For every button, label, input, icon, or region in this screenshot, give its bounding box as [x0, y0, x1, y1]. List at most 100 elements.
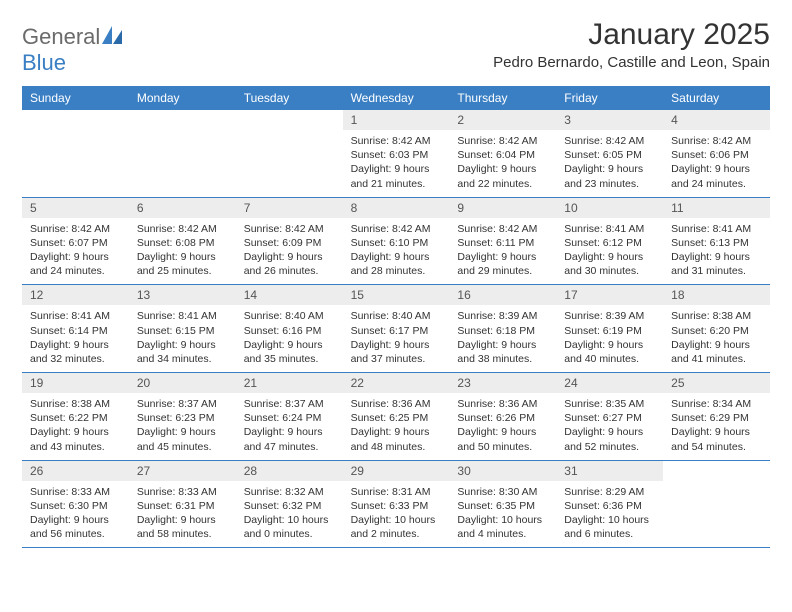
week-row: 26Sunrise: 8:33 AMSunset: 6:30 PMDayligh… — [22, 461, 770, 549]
header: GeneralBlue January 2025 Pedro Bernardo,… — [22, 18, 770, 76]
day-number: 28 — [236, 461, 343, 481]
day-number: 23 — [449, 373, 556, 393]
calendar-cell: 25Sunrise: 8:34 AMSunset: 6:29 PMDayligh… — [663, 373, 770, 460]
day-header-tue: Tuesday — [236, 86, 343, 110]
day-body: Sunrise: 8:38 AMSunset: 6:20 PMDaylight:… — [663, 305, 770, 372]
calendar-cell: 3Sunrise: 8:42 AMSunset: 6:05 PMDaylight… — [556, 110, 663, 197]
day-header-mon: Monday — [129, 86, 236, 110]
day-body: Sunrise: 8:30 AMSunset: 6:35 PMDaylight:… — [449, 481, 556, 548]
calendar-cell — [129, 110, 236, 197]
day-number: 6 — [129, 198, 236, 218]
day-body: Sunrise: 8:41 AMSunset: 6:15 PMDaylight:… — [129, 305, 236, 372]
day-header-sun: Sunday — [22, 86, 129, 110]
title-block: January 2025 Pedro Bernardo, Castille an… — [493, 18, 770, 71]
day-body: Sunrise: 8:36 AMSunset: 6:26 PMDaylight:… — [449, 393, 556, 460]
logo-text-1: General — [22, 24, 100, 49]
day-number: 27 — [129, 461, 236, 481]
day-body: Sunrise: 8:42 AMSunset: 6:06 PMDaylight:… — [663, 130, 770, 197]
calendar-cell: 8Sunrise: 8:42 AMSunset: 6:10 PMDaylight… — [343, 198, 450, 285]
day-header-fri: Friday — [556, 86, 663, 110]
calendar-cell: 30Sunrise: 8:30 AMSunset: 6:35 PMDayligh… — [449, 461, 556, 548]
day-body: Sunrise: 8:39 AMSunset: 6:19 PMDaylight:… — [556, 305, 663, 372]
day-body: Sunrise: 8:42 AMSunset: 6:05 PMDaylight:… — [556, 130, 663, 197]
day-number: 20 — [129, 373, 236, 393]
month-title: January 2025 — [493, 18, 770, 52]
day-body: Sunrise: 8:42 AMSunset: 6:03 PMDaylight:… — [343, 130, 450, 197]
day-body: Sunrise: 8:40 AMSunset: 6:16 PMDaylight:… — [236, 305, 343, 372]
day-number: 14 — [236, 285, 343, 305]
calendar-cell: 4Sunrise: 8:42 AMSunset: 6:06 PMDaylight… — [663, 110, 770, 197]
day-body: Sunrise: 8:31 AMSunset: 6:33 PMDaylight:… — [343, 481, 450, 548]
calendar-cell: 23Sunrise: 8:36 AMSunset: 6:26 PMDayligh… — [449, 373, 556, 460]
week-row: 19Sunrise: 8:38 AMSunset: 6:22 PMDayligh… — [22, 373, 770, 461]
calendar-cell: 24Sunrise: 8:35 AMSunset: 6:27 PMDayligh… — [556, 373, 663, 460]
week-row: 12Sunrise: 8:41 AMSunset: 6:14 PMDayligh… — [22, 285, 770, 373]
calendar-cell: 20Sunrise: 8:37 AMSunset: 6:23 PMDayligh… — [129, 373, 236, 460]
weeks-container: 1Sunrise: 8:42 AMSunset: 6:03 PMDaylight… — [22, 110, 770, 548]
calendar-cell: 18Sunrise: 8:38 AMSunset: 6:20 PMDayligh… — [663, 285, 770, 372]
calendar-cell: 10Sunrise: 8:41 AMSunset: 6:12 PMDayligh… — [556, 198, 663, 285]
calendar-cell: 21Sunrise: 8:37 AMSunset: 6:24 PMDayligh… — [236, 373, 343, 460]
day-body: Sunrise: 8:41 AMSunset: 6:12 PMDaylight:… — [556, 218, 663, 285]
day-number: 24 — [556, 373, 663, 393]
week-row: 5Sunrise: 8:42 AMSunset: 6:07 PMDaylight… — [22, 198, 770, 286]
day-body: Sunrise: 8:42 AMSunset: 6:09 PMDaylight:… — [236, 218, 343, 285]
day-number: 13 — [129, 285, 236, 305]
calendar-cell: 28Sunrise: 8:32 AMSunset: 6:32 PMDayligh… — [236, 461, 343, 548]
day-body: Sunrise: 8:35 AMSunset: 6:27 PMDaylight:… — [556, 393, 663, 460]
calendar-cell: 6Sunrise: 8:42 AMSunset: 6:08 PMDaylight… — [129, 198, 236, 285]
day-number: 9 — [449, 198, 556, 218]
day-body: Sunrise: 8:41 AMSunset: 6:13 PMDaylight:… — [663, 218, 770, 285]
day-number: 19 — [22, 373, 129, 393]
day-number: 17 — [556, 285, 663, 305]
logo-text-2: Blue — [22, 50, 66, 75]
day-number: 21 — [236, 373, 343, 393]
day-number: 25 — [663, 373, 770, 393]
day-number: 8 — [343, 198, 450, 218]
day-body: Sunrise: 8:42 AMSunset: 6:10 PMDaylight:… — [343, 218, 450, 285]
day-headers-row: Sunday Monday Tuesday Wednesday Thursday… — [22, 86, 770, 110]
calendar-cell: 17Sunrise: 8:39 AMSunset: 6:19 PMDayligh… — [556, 285, 663, 372]
day-number: 31 — [556, 461, 663, 481]
calendar-cell: 5Sunrise: 8:42 AMSunset: 6:07 PMDaylight… — [22, 198, 129, 285]
day-body: Sunrise: 8:41 AMSunset: 6:14 PMDaylight:… — [22, 305, 129, 372]
day-body: Sunrise: 8:32 AMSunset: 6:32 PMDaylight:… — [236, 481, 343, 548]
day-body: Sunrise: 8:37 AMSunset: 6:23 PMDaylight:… — [129, 393, 236, 460]
day-header-wed: Wednesday — [343, 86, 450, 110]
day-number: 30 — [449, 461, 556, 481]
day-number: 3 — [556, 110, 663, 130]
day-number: 11 — [663, 198, 770, 218]
location-text: Pedro Bernardo, Castille and Leon, Spain — [493, 54, 770, 71]
calendar-cell: 22Sunrise: 8:36 AMSunset: 6:25 PMDayligh… — [343, 373, 450, 460]
day-number: 12 — [22, 285, 129, 305]
calendar-cell: 15Sunrise: 8:40 AMSunset: 6:17 PMDayligh… — [343, 285, 450, 372]
day-body: Sunrise: 8:42 AMSunset: 6:04 PMDaylight:… — [449, 130, 556, 197]
day-number: 18 — [663, 285, 770, 305]
day-number: 10 — [556, 198, 663, 218]
day-body: Sunrise: 8:40 AMSunset: 6:17 PMDaylight:… — [343, 305, 450, 372]
day-body: Sunrise: 8:36 AMSunset: 6:25 PMDaylight:… — [343, 393, 450, 460]
calendar-cell — [236, 110, 343, 197]
calendar-cell — [663, 461, 770, 548]
calendar-cell: 7Sunrise: 8:42 AMSunset: 6:09 PMDaylight… — [236, 198, 343, 285]
day-body: Sunrise: 8:42 AMSunset: 6:11 PMDaylight:… — [449, 218, 556, 285]
day-number: 16 — [449, 285, 556, 305]
calendar-cell: 14Sunrise: 8:40 AMSunset: 6:16 PMDayligh… — [236, 285, 343, 372]
day-number: 1 — [343, 110, 450, 130]
day-body: Sunrise: 8:38 AMSunset: 6:22 PMDaylight:… — [22, 393, 129, 460]
calendar-cell: 1Sunrise: 8:42 AMSunset: 6:03 PMDaylight… — [343, 110, 450, 197]
day-body: Sunrise: 8:34 AMSunset: 6:29 PMDaylight:… — [663, 393, 770, 460]
calendar-cell: 19Sunrise: 8:38 AMSunset: 6:22 PMDayligh… — [22, 373, 129, 460]
calendar-cell: 12Sunrise: 8:41 AMSunset: 6:14 PMDayligh… — [22, 285, 129, 372]
calendar-cell: 9Sunrise: 8:42 AMSunset: 6:11 PMDaylight… — [449, 198, 556, 285]
logo-sail-icon — [102, 24, 124, 50]
day-number: 7 — [236, 198, 343, 218]
day-number: 5 — [22, 198, 129, 218]
calendar-cell: 13Sunrise: 8:41 AMSunset: 6:15 PMDayligh… — [129, 285, 236, 372]
day-body: Sunrise: 8:39 AMSunset: 6:18 PMDaylight:… — [449, 305, 556, 372]
calendar-cell: 11Sunrise: 8:41 AMSunset: 6:13 PMDayligh… — [663, 198, 770, 285]
day-number: 15 — [343, 285, 450, 305]
day-number: 29 — [343, 461, 450, 481]
calendar-cell: 31Sunrise: 8:29 AMSunset: 6:36 PMDayligh… — [556, 461, 663, 548]
day-body: Sunrise: 8:42 AMSunset: 6:08 PMDaylight:… — [129, 218, 236, 285]
